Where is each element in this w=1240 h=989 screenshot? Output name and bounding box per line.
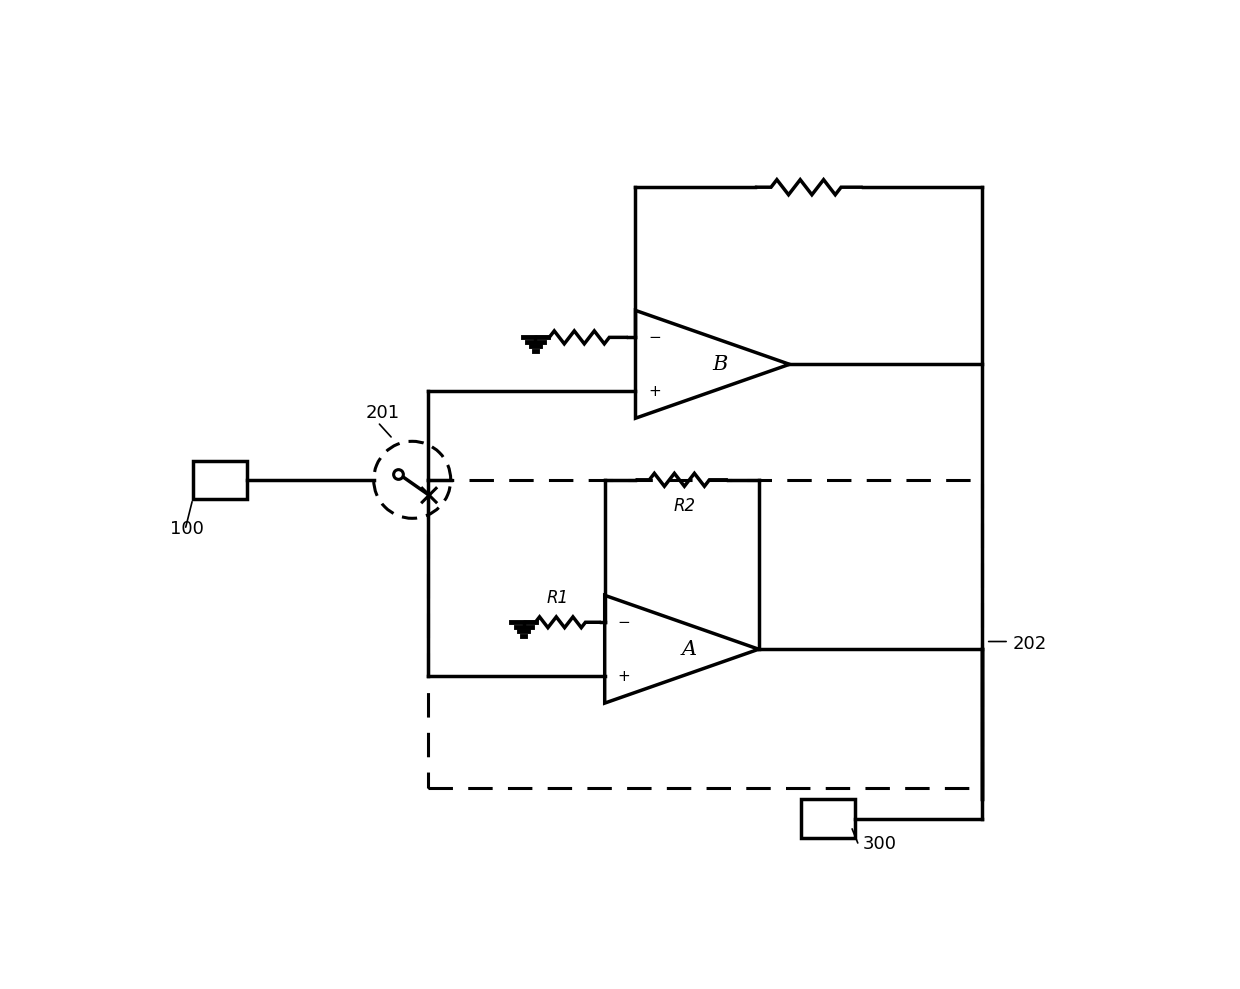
Text: +: +: [618, 669, 630, 683]
Text: +: +: [649, 384, 661, 399]
Text: −: −: [618, 615, 630, 630]
Text: A: A: [682, 640, 697, 659]
Bar: [428, 480, 982, 788]
Text: R1: R1: [547, 589, 569, 607]
Text: 202: 202: [1013, 635, 1047, 653]
Text: 100: 100: [170, 519, 203, 538]
Bar: [801, 799, 854, 838]
Text: 300: 300: [863, 836, 897, 854]
Text: B: B: [713, 355, 728, 374]
Text: −: −: [649, 330, 661, 345]
Text: R2: R2: [675, 496, 696, 514]
Text: 201: 201: [366, 405, 401, 422]
Bar: [192, 461, 247, 499]
